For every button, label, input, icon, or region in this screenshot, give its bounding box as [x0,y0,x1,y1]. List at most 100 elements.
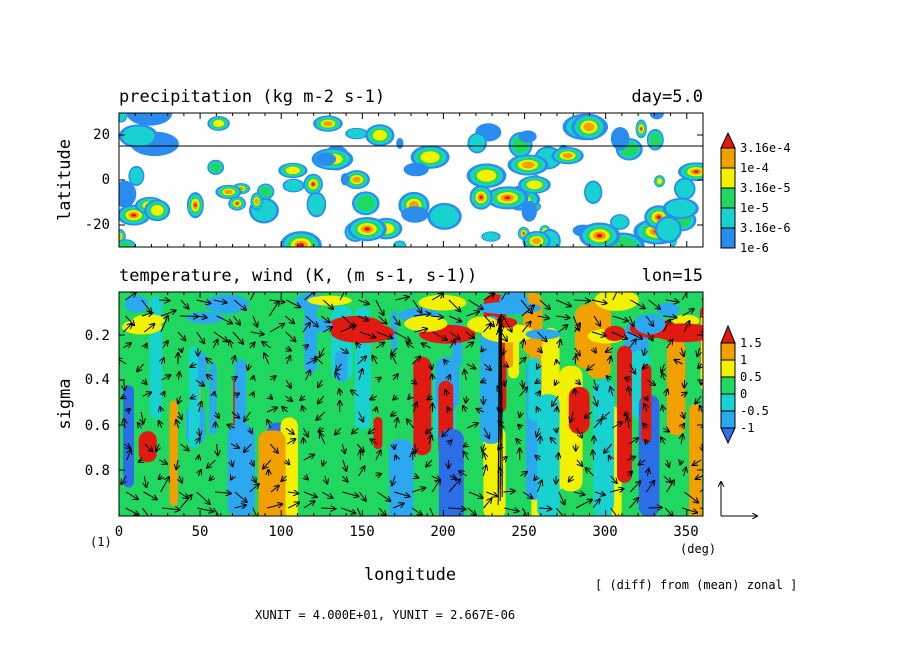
temperature-contour [265,446,279,524]
reference-vector [721,482,757,516]
precip-contour [562,153,572,159]
top-colorbar-swatch [721,208,735,228]
bottom-colorbar-label: -1 [740,421,754,435]
temperature-contour [467,316,498,332]
wind-arrow [558,453,559,460]
xtick-label: 250 [511,524,536,540]
precip-contour [119,242,133,251]
top-title: precipitation (kg m-2 s-1) [119,87,385,107]
top-ytick-label: -20 [85,217,110,233]
xtick-label: 150 [349,524,374,540]
xtick-label: 200 [430,524,455,540]
temperature-contour [395,454,407,525]
precip-contour [316,152,336,166]
precip-contour [364,227,370,231]
temperature-contour [644,379,649,428]
precip-contour [640,127,642,130]
precip-contour [308,194,324,215]
top-colorbar-swatch [721,168,735,188]
top-colorbar-label: 3.16e-4 [740,141,791,155]
top-colorbar-swatch [721,188,735,208]
bottom-colorbar-label: 0.5 [740,370,762,384]
precip-contour [519,130,537,142]
precip-contour [521,162,534,169]
precip-contour [131,214,136,217]
precip-contour [396,138,403,149]
wind-arrow [557,407,558,412]
precip-contour [693,170,698,173]
bottom-colorbar-swatch [721,377,735,394]
top-yticks: 20 0 -20 [85,127,110,233]
temperature-contour [593,379,614,514]
precip-contour [586,183,601,203]
top-colorbar-label: 3.16e-5 [740,181,791,195]
precip-contour [522,201,537,222]
bottom-colorbar-swatch [721,394,735,411]
precip-contour [596,234,602,238]
unit-line: XUNIT = 4.000E+01, YUNIT = 2.667E-06 [255,608,515,622]
bottom-ytick-label: 0.8 [85,463,110,479]
precip-contour [236,202,239,204]
xtick-label: 350 [673,524,698,540]
top-ylabel: latitude [55,139,75,221]
temperature-contour [418,372,427,441]
temperature-contour [418,295,466,311]
precip-contour [430,205,459,227]
precip-contour [255,199,259,205]
bottom-title: temperature, wind (K, (m s-1, s-1)) [119,266,477,286]
precip-contour [657,178,662,184]
precip-contour [612,215,628,228]
precip-contour [122,126,154,146]
precip-contour [479,196,482,200]
precip-contour [523,232,525,234]
precip-contour [532,238,541,244]
temperature-contour [486,331,497,429]
precip-contour [323,121,332,126]
top-colorbar-label: 1e-4 [740,161,769,175]
bottom-colorbar-label: -0.5 [740,404,769,418]
temperature-contour [238,374,244,422]
top-colorbar-arrow [721,133,735,148]
precip-contour [116,107,127,121]
xtick-label: 100 [268,524,293,540]
precip-contour [394,241,405,250]
wind-arrow [432,374,433,380]
precip-contour [357,195,375,211]
xaxis-label: longitude [364,565,456,585]
precip-contour [352,177,360,183]
page-number: (1) [90,535,112,549]
diff-note: [ (diff) from (mean) zonal ] [595,578,797,592]
temperature-contour [634,314,665,335]
bottom-yticks: 0.2 0.4 0.6 0.8 [85,328,110,479]
precip-contour [483,232,499,241]
temperature-contour [211,378,215,419]
precip-contour [260,186,271,197]
top-ytick-label: 20 [93,127,110,143]
bottom-ylabel: sigma [55,378,75,429]
precip-contour [469,135,485,152]
precip-contour [194,203,197,207]
bottom-colorbar-label: 0 [740,387,747,401]
temperature-contour [621,361,628,468]
precip-contour [421,151,440,163]
bottom-colorbar-label: 1.5 [740,336,762,350]
top-colorbar: 3.16e-4 1e-4 3.16e-5 1e-5 3.16e-6 1e-6 [721,133,791,255]
temperature-contour [172,416,176,491]
precip-contour [666,200,696,217]
wind-arrow [159,300,169,301]
bottom-colorbar-label: 1 [740,353,747,367]
bottom-ytick-label: 0.6 [85,418,110,434]
temperature-contour [657,303,680,317]
bottom-colorbar: 1.5 1 0.5 0 -0.5 -1 [721,326,769,443]
bottom-colorbar-arrow-bottom [721,428,735,443]
precip-contour [404,163,429,176]
precip-contour [526,180,542,189]
temperature-contour [672,354,681,420]
precip-contour [286,167,300,175]
wind-arrow [180,316,198,317]
xaxis-unit: (deg) [680,542,716,556]
temperature-contour [186,312,223,324]
precip-contour [401,206,428,223]
precip-contour [583,123,594,131]
